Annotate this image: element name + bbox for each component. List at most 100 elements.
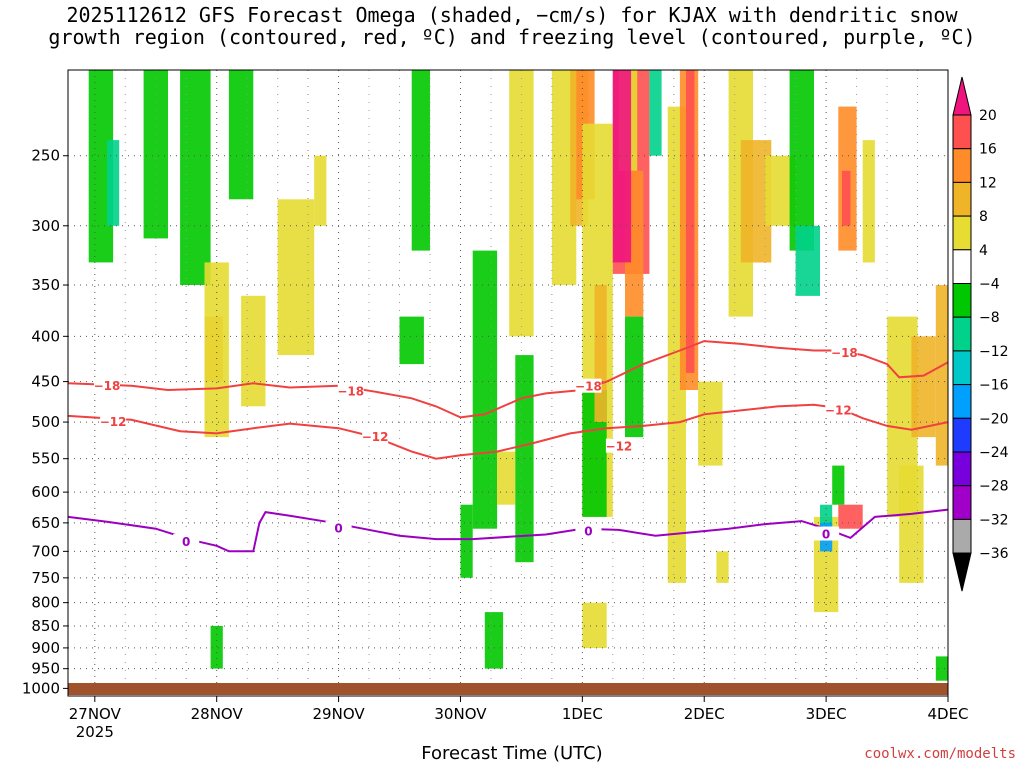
y-tick-label: 450 <box>31 373 60 391</box>
y-tick-label: 300 <box>31 217 60 235</box>
contour-line <box>67 403 949 460</box>
contour-label-bg <box>362 429 389 444</box>
y-tick-label: 400 <box>31 327 60 345</box>
y-tick-label: 1000 <box>22 679 60 697</box>
omega-patch <box>698 381 723 466</box>
y-tick-label: 500 <box>31 413 60 431</box>
colorbar-band <box>952 518 972 554</box>
omega-patch <box>509 70 534 337</box>
contour-label: −18 <box>337 385 364 399</box>
colorbar-band <box>952 350 972 386</box>
colorbar-top-arrow <box>952 76 972 116</box>
contour-label: 0 <box>584 525 592 539</box>
contour-label-bg <box>173 533 200 548</box>
contour-label-bg <box>831 345 858 360</box>
colorbar-bottom-arrow <box>952 552 972 592</box>
contour-label-bg <box>825 402 852 417</box>
colorbar-tick-label: 12 <box>979 175 997 191</box>
omega-patch <box>107 140 120 226</box>
colorbar-band <box>952 417 972 453</box>
omega-patch <box>862 140 875 263</box>
omega-patch <box>399 316 424 365</box>
omega-patch <box>277 199 315 356</box>
omega-patch <box>582 602 607 648</box>
colorbar-tick-label: −8 <box>979 310 1000 326</box>
omega-patch <box>210 625 223 669</box>
x-axis-label: Forecast Time (UTC) <box>421 743 603 764</box>
contour-label-bg <box>337 383 364 398</box>
omega-patch <box>314 155 327 226</box>
omega-patch <box>497 451 516 505</box>
colorbar-tick-label: −36 <box>979 546 1009 562</box>
y-tick-label: 900 <box>31 639 60 657</box>
colorbar-band <box>952 215 972 251</box>
colorbar-band <box>952 114 972 150</box>
contour-label: −12 <box>362 430 389 444</box>
colorbar-tick-label: 8 <box>979 209 988 225</box>
omega-patch <box>838 504 863 529</box>
colorbar-tick-label: −12 <box>979 344 1009 360</box>
colorbar-tick-label: −24 <box>979 445 1009 461</box>
colorbar-tick-label: 20 <box>979 108 997 124</box>
omega-shaded-field <box>88 70 948 681</box>
contour-label: −12 <box>100 415 127 429</box>
y-tick-label: 650 <box>31 514 60 532</box>
omega-patch <box>612 70 632 263</box>
contour-label: −12 <box>606 440 633 454</box>
omega-patch <box>484 612 504 669</box>
chart-title: 2025112612 GFS Forecast Omega (shaded, −… <box>0 4 1024 48</box>
omega-patch <box>204 262 229 438</box>
y-tick-label: 250 <box>31 147 60 165</box>
y-tick-label: 550 <box>31 450 60 468</box>
x-tick-label: 28NOV <box>191 705 244 723</box>
colorbar-tick-label: −16 <box>979 378 1009 394</box>
contour-label-bg <box>575 523 602 538</box>
chart-title-line-2: growth region (contoured, red, ºC) and f… <box>48 25 976 49</box>
omega-patch <box>820 504 833 529</box>
contour-label: 0 <box>334 522 342 536</box>
colorbar-band <box>952 485 972 520</box>
omega-patch <box>241 295 266 407</box>
contour-label: 0 <box>182 535 190 549</box>
omega-patch <box>625 316 644 438</box>
omega-patch <box>472 250 498 529</box>
colorbar-band <box>952 316 972 352</box>
omega-patch <box>832 465 845 505</box>
omega-patch <box>899 465 924 583</box>
omega-patch <box>716 551 729 583</box>
omega-patch <box>842 170 851 226</box>
x-tick-label: 27NOV <box>69 705 122 723</box>
colorbar-band <box>952 249 972 285</box>
y-tick-label: 350 <box>31 276 60 294</box>
omega-patch <box>935 656 948 681</box>
colorbar-tick-label: 4 <box>979 243 988 259</box>
colorbar-band <box>952 451 972 487</box>
omega-patch <box>180 70 211 285</box>
contour-label-bg <box>325 520 352 535</box>
chart-title-line-1: 2025112612 GFS Forecast Omega (shaded, −… <box>66 3 958 27</box>
contour-label: −18 <box>94 379 121 393</box>
contour-lines: −18 −18 −18 −18 −12 −12 −12 −12 0 0 0 0 <box>67 340 949 553</box>
x-tick-sublabel: 2025 <box>76 723 114 741</box>
contour-line <box>67 508 949 553</box>
omega-patch <box>935 285 948 466</box>
colorbar-band <box>952 384 972 419</box>
contour-label: −18 <box>831 346 858 360</box>
x-tick-label: 4DEC <box>927 705 968 723</box>
omega-patch <box>686 70 695 373</box>
y-tick-label: 600 <box>31 483 60 501</box>
contour-label-bg <box>813 526 840 541</box>
colorbar-tick-label: 16 <box>979 142 997 158</box>
contour-label-bg <box>100 414 127 429</box>
y-axis: 250 300 350 400 450 500 550 600 650 700 750 800 850 9… <box>22 147 68 697</box>
plot-frame <box>67 69 949 697</box>
omega-patch <box>911 336 936 438</box>
ground-surface <box>68 683 948 695</box>
colorbar-band <box>952 181 972 217</box>
omega-patch <box>789 70 814 251</box>
x-tick-label: 30NOV <box>434 705 487 723</box>
omega-patch <box>594 285 607 422</box>
omega-patch <box>228 70 254 200</box>
